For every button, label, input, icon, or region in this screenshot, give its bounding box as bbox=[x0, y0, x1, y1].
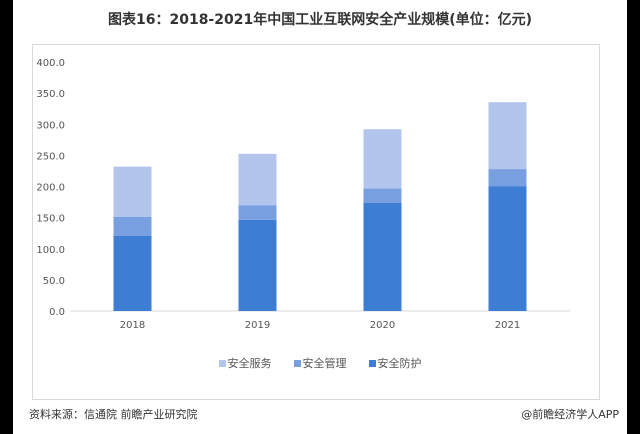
y-tick-label: 300.0 bbox=[36, 120, 65, 131]
y-tick-label: 100.0 bbox=[36, 245, 65, 256]
bar-segment bbox=[363, 188, 402, 203]
bar-segment bbox=[363, 129, 402, 189]
y-tick-label: 150.0 bbox=[36, 214, 65, 225]
bar-segment bbox=[488, 186, 527, 311]
x-tick-label: 2019 bbox=[245, 320, 270, 331]
x-tick-label: 2021 bbox=[495, 320, 520, 331]
x-tick-label: 2020 bbox=[370, 320, 395, 331]
y-tick-label: 200.0 bbox=[36, 183, 65, 194]
bar-segment bbox=[488, 169, 527, 187]
legend-item-service: 安全服务 bbox=[218, 355, 272, 371]
chart-frame bbox=[32, 44, 600, 400]
y-tick-label: 350.0 bbox=[36, 89, 65, 100]
legend-swatch bbox=[218, 360, 226, 367]
page: 图表16：2018-2021年中国工业互联网安全产业规模(单位：亿元) 0.0 5… bbox=[13, 0, 627, 434]
chart-title: 图表16：2018-2021年中国工业互联网安全产业规模(单位：亿元) bbox=[107, 12, 533, 28]
legend-item-protection: 安全防护 bbox=[368, 355, 422, 371]
bar-segment bbox=[238, 205, 277, 220]
bar-segment bbox=[113, 216, 152, 236]
y-tick-label: 250.0 bbox=[36, 151, 65, 162]
bar-segment bbox=[488, 102, 527, 170]
source-note: 资料来源：信通院 前瞻产业研究院 bbox=[29, 408, 198, 421]
y-tick-label: 50.0 bbox=[43, 276, 65, 287]
legend: 安全服务 安全管理 安全防护 bbox=[13, 355, 627, 371]
credit: @前瞻经济学人APP bbox=[521, 408, 619, 421]
y-tick-label: 400.0 bbox=[36, 58, 65, 69]
stacked-bar-chart: 0.0 50.0 100.0 150.0 200.0 250.0 300.0 350.0 400… bbox=[36, 58, 570, 331]
bar-segment bbox=[113, 166, 152, 217]
x-tick-label: 2018 bbox=[120, 320, 145, 331]
legend-swatch bbox=[293, 360, 301, 367]
bar-segment bbox=[238, 219, 277, 311]
bar-segment bbox=[238, 153, 277, 206]
legend-item-management: 安全管理 bbox=[293, 355, 347, 371]
y-tick-label: 0.0 bbox=[49, 307, 65, 318]
bar-segment bbox=[113, 235, 152, 311]
legend-swatch bbox=[368, 360, 376, 367]
bar-segment bbox=[363, 202, 402, 311]
